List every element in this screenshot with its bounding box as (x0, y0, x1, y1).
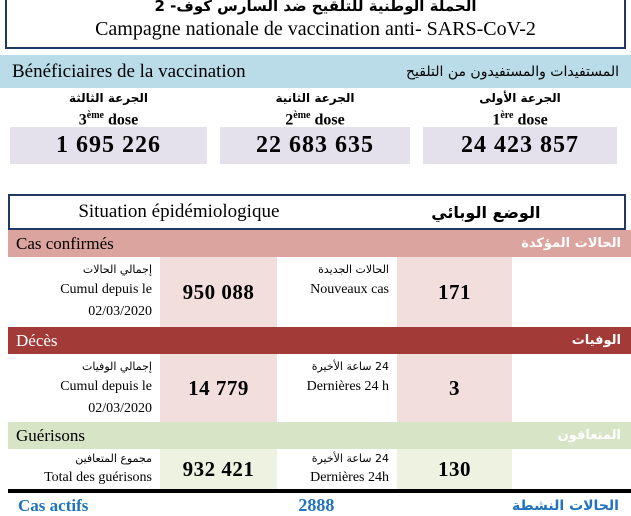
active-cases-value: 2888 (298, 495, 335, 515)
deaths-total-value: 14 779 (160, 354, 277, 422)
recoveries-row: مجموع المتعافين Total des guérisons 932 … (8, 449, 631, 489)
dose-1-label-arabic: الجرعة الأولى (479, 91, 561, 105)
dose-3-header: الجرعة الثالثة 3ème dose (10, 88, 207, 129)
campaign-title-arabic: الحملة الوطنية للتلقيح ضد السارس كوف- 2 (154, 0, 477, 15)
dose-3-value: 1 695 226 (10, 127, 207, 164)
deaths-title-arabic: الوفيات (571, 333, 621, 348)
dose-2-header: الجرعة الثانية 2ème dose (220, 88, 410, 129)
deaths-total-label: إجمالي الوفيات Cumul depuis le 02/03/202… (60, 360, 152, 416)
recoveries-recent-label: 24 ساعة الأخيرة Dernières 24h (310, 452, 389, 485)
deaths-bar: Décès الوفيات (8, 327, 631, 354)
epidemiology-heading-arabic: الوضع الوبائي (431, 202, 541, 222)
active-cases-row: Cas actifs 2888 الحالات النشطة (8, 489, 631, 516)
dose-2-label-french: 2ème dose (285, 110, 345, 129)
confirmed-cases-bar: Cas confirmés الحالات المؤكدة (8, 230, 631, 257)
dose-1-label-french: 1ère dose (492, 110, 548, 129)
dose-1-header: الجرعة الأولى 1ère dose (423, 88, 617, 129)
dose-2-value: 22 683 635 (220, 127, 410, 164)
epidemiology-heading-french: Situation épidémiologique (78, 201, 280, 222)
dose-1-value: 24 423 857 (423, 127, 617, 164)
recoveries-total-label: مجموع المتعافين Total des guérisons (44, 452, 152, 485)
dose-values-row: 1 695 226 22 683 635 24 423 857 (10, 127, 617, 164)
campaign-title-french: Campagne nationale de vaccination anti- … (95, 18, 536, 40)
recoveries-title-french: Guérisons (16, 425, 85, 445)
confirmed-total-label: إجمالي الحالات Cumul depuis le 02/03/202… (60, 263, 152, 319)
vaccination-section-header: Bénéficiaires de la vaccination المستفيد… (0, 55, 631, 88)
confirmed-cases-row: إجمالي الحالات Cumul depuis le 02/03/202… (8, 257, 631, 327)
recoveries-recent-value: 130 (397, 449, 512, 489)
confirmed-cases-title-arabic: الحالات المؤكدة (521, 236, 621, 251)
recoveries-title-arabic: المتعافون (557, 428, 621, 443)
recoveries-bar: Guérisons المتعافون (8, 422, 631, 449)
dose-3-label-french: 3ème dose (78, 110, 139, 129)
deaths-recent-value: 3 (397, 354, 512, 422)
deaths-title-french: Décès (16, 330, 58, 350)
active-cases-label-french: Cas actifs (18, 495, 89, 515)
epidemiology-table: Cas confirmés الحالات المؤكدة إجمالي الح… (8, 230, 631, 516)
vaccination-heading-french: Bénéficiaires de la vaccination (12, 60, 246, 82)
dose-labels-row: الجرعة الثالثة 3ème dose الجرعة الثانية … (10, 88, 617, 129)
active-cases-label-arabic: الحالات النشطة (512, 497, 619, 514)
deaths-recent-label: 24 ساعة الأخيرة Dernières 24 h (306, 360, 389, 394)
recoveries-section: Guérisons المتعافون مجموع المتعافين Tota… (8, 422, 631, 489)
confirmed-cases-title-french: Cas confirmés (16, 233, 114, 253)
confirmed-total-value: 950 088 (160, 257, 277, 327)
confirmed-recent-label: الحالات الجديدة Nouveaux cas (310, 263, 389, 297)
deaths-row: إجمالي الوفيات Cumul depuis le 02/03/202… (8, 354, 631, 422)
epidemiology-section-header: Situation épidémiologique الوضع الوبائي (8, 194, 626, 230)
confirmed-cases-section: Cas confirmés الحالات المؤكدة إجمالي الح… (8, 230, 631, 327)
campaign-title-box: الحملة الوطنية للتلقيح ضد السارس كوف- 2 … (5, 0, 626, 49)
confirmed-recent-value: 171 (397, 257, 512, 327)
vaccination-heading-arabic: المستفيدات والمستفيدون من التلقيح (406, 63, 619, 80)
dose-3-label-arabic: الجرعة الثالثة (68, 91, 149, 105)
dose-2-label-arabic: الجرعة الثانية (275, 91, 355, 105)
recoveries-total-value: 932 421 (160, 449, 277, 489)
deaths-section: Décès الوفيات إجمالي الوفيات Cumul depui… (8, 327, 631, 422)
